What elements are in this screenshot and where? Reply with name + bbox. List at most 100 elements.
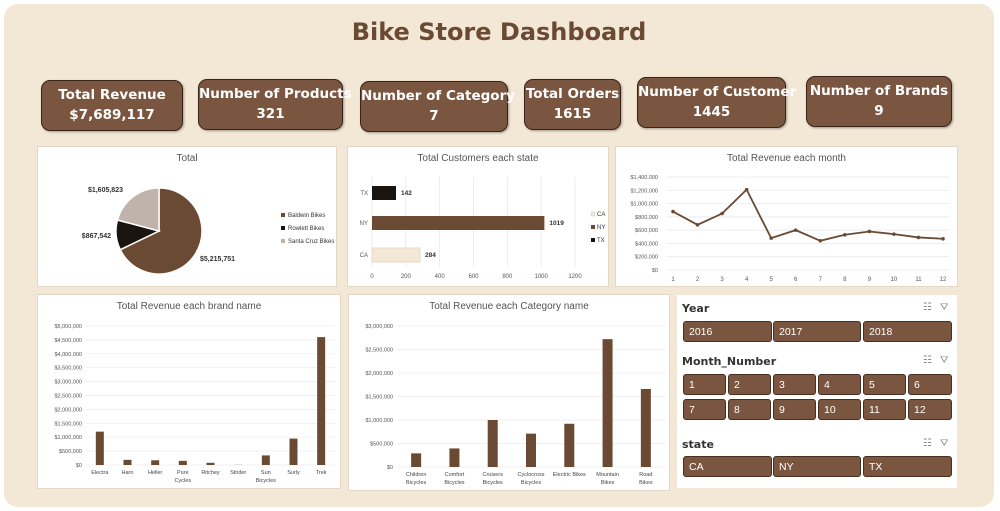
kpi-label: Number of Products [199, 86, 352, 102]
y-tick-label: $2,500,000 [365, 348, 393, 354]
month-4-button[interactable]: 4 [818, 374, 861, 395]
year-2018-button[interactable]: 2018 [863, 321, 952, 342]
year-2016-button[interactable]: 2016 [683, 321, 772, 342]
month-line-chart: $0 $200,000 $400,000 $600,000 $800,000 $1,000… [630, 175, 949, 283]
chart-title: Total [176, 153, 198, 164]
y-tick-label: $0 [652, 268, 658, 274]
clear-filter-icon[interactable]: ⛛ [940, 302, 949, 313]
y-tick-label: $1,500,000 [54, 421, 82, 427]
chart-title: Total Customers each state [417, 153, 539, 164]
bar-ny [372, 216, 545, 230]
x-tick-label: 1 [671, 277, 675, 283]
state-ny-button[interactable]: NY [773, 456, 861, 477]
month-7-button[interactable]: 7 [683, 399, 726, 420]
month-3-button[interactable]: 3 [773, 374, 816, 395]
y-tick-label: $3,000,000 [54, 380, 82, 386]
x-tick-label: Bicycles [256, 478, 276, 484]
legend-swatch [281, 213, 285, 217]
legend-label: Rowlett Bikes [288, 226, 324, 232]
bar-data-label: 1019 [549, 220, 564, 227]
multi-select-icon[interactable]: ☷ [923, 302, 932, 313]
x-tick-label: Bikes [601, 480, 615, 486]
legend-swatch [591, 238, 595, 242]
clear-filter-icon[interactable]: ⛛ [940, 438, 949, 449]
y-tick-label: $2,000,000 [365, 371, 393, 377]
bar [640, 388, 651, 467]
y-tick-label: $4,500,000 [54, 338, 82, 344]
y-tick-label: $3,000,000 [365, 324, 393, 330]
kpi-number-of-products: Number of Products 321 [198, 79, 352, 130]
bar [123, 459, 132, 465]
x-tick-label: 3 [720, 277, 724, 283]
bar-data-label: 284 [425, 252, 436, 259]
x-tick-label: Ritchey [201, 470, 220, 476]
kpi-label: Number of Customer [638, 84, 797, 100]
state-ca-button[interactable]: CA [683, 456, 772, 477]
y-tick-label: $500,000 [370, 442, 393, 448]
revenue-line [672, 188, 944, 242]
pie-slice-2 [116, 187, 160, 232]
page-title: Bike Store Dashboard [351, 18, 647, 46]
month-5-button[interactable]: 5 [863, 374, 906, 395]
chart-title: Total Revenue each brand name [116, 301, 262, 312]
x-tick-label: Comfort [445, 472, 465, 478]
legend-label: CA [597, 212, 605, 218]
x-tick-label: Cyclocross [518, 472, 545, 478]
y-tick-label: $200,000 [635, 255, 658, 261]
y-tick-label: $3,500,000 [54, 366, 82, 372]
x-tick-label: Heller [148, 470, 163, 476]
y-tick-label: $600,000 [635, 228, 658, 234]
kpi-total-orders: Total Orders 1615 [524, 79, 621, 130]
x-tick-label: Cycles [175, 478, 192, 484]
line-point [916, 235, 921, 240]
kpi-number-of-category: Number of Category 7 [360, 81, 515, 132]
month-8-button[interactable]: 8 [728, 399, 771, 420]
state-slicer-title: state [682, 438, 714, 451]
pie-slice-0 [119, 187, 203, 275]
kpi-value: 7 [429, 108, 439, 124]
kpi-value: $7,689,117 [69, 107, 155, 123]
bar [411, 453, 422, 467]
legend-swatch [281, 226, 285, 230]
multi-select-icon[interactable]: ☷ [923, 438, 932, 449]
x-tick-label: 1200 [568, 274, 582, 280]
dashboard-frame: Bike Store Dashboard Total Revenue $7,68… [4, 4, 994, 507]
category-chart-panel: Total Revenue each Category name $0 $500,… [348, 294, 670, 491]
multi-select-icon[interactable]: ☷ [923, 355, 932, 366]
bar [151, 460, 160, 465]
x-tick-label: 1000 [534, 274, 548, 280]
pie-data-label: $1,605,823 [88, 187, 123, 194]
kpi-value: 1615 [553, 106, 592, 122]
y-tick-label: $500,000 [59, 449, 82, 455]
month-9-button[interactable]: 9 [773, 399, 816, 420]
clear-filter-icon[interactable]: ⛛ [940, 355, 949, 366]
line-point [769, 236, 773, 240]
month-11-button[interactable]: 11 [863, 399, 906, 420]
x-tick-label: 800 [502, 274, 513, 280]
kpi-value: 1445 [692, 104, 731, 120]
month-2-button[interactable]: 2 [728, 374, 771, 395]
month-chart-panel: Total Revenue each month $0 $200,000 $400,… [615, 146, 958, 287]
month-10-button[interactable]: 10 [818, 399, 861, 420]
month-1-button[interactable]: 1 [683, 374, 726, 395]
y-tick-label: $5,000,000 [54, 324, 82, 330]
month-6-button[interactable]: 6 [908, 374, 952, 395]
pie-chart-panel: Total $5,215,751 $867,542 $1,605,823 Baldwi… [37, 146, 337, 287]
kpi-number-of-brands: Number of Brands 9 [806, 76, 952, 127]
y-tick-label: $400,000 [635, 241, 658, 247]
x-tick-label: Sun [261, 470, 271, 476]
chart-title: Total Revenue each Category name [429, 301, 589, 312]
year-2017-button[interactable]: 2017 [773, 321, 861, 342]
line-point [867, 229, 872, 234]
x-tick-label: Road [639, 472, 652, 478]
state-tx-button[interactable]: TX [863, 456, 952, 477]
x-tick-label: 12 [940, 277, 947, 283]
x-tick-label: Children [406, 472, 426, 478]
x-tick-label: Bikes [639, 480, 653, 486]
x-tick-label: 2 [696, 277, 700, 283]
kpi-label: Number of Brands [809, 83, 949, 99]
y-tick-label: $1,500,000 [365, 395, 393, 401]
line-point [671, 209, 675, 214]
month-12-button[interactable]: 12 [908, 399, 952, 420]
x-tick-label: 10 [891, 277, 898, 283]
